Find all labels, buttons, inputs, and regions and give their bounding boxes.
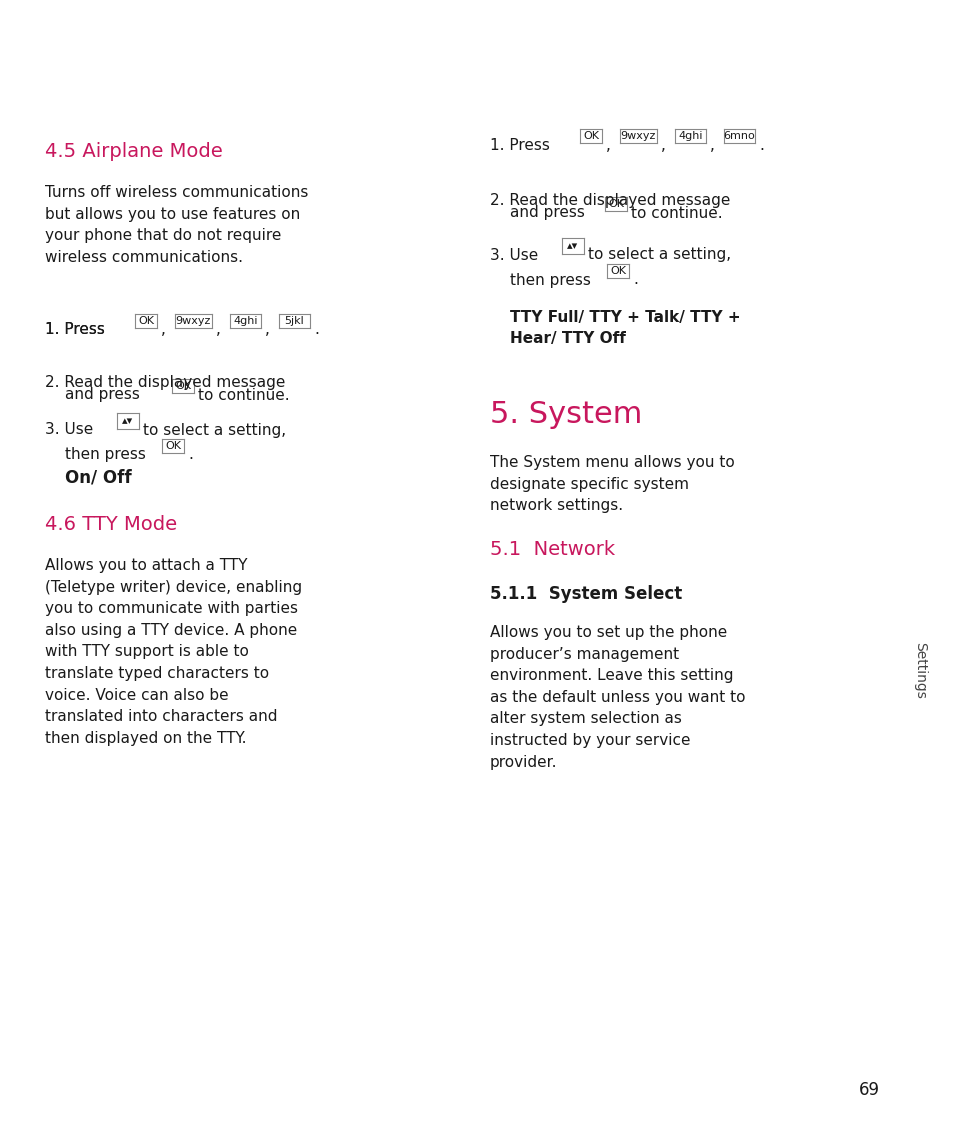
Text: The System menu allows you to
designate specific system
network settings.: The System menu allows you to designate … xyxy=(490,455,734,513)
Text: OK: OK xyxy=(174,381,191,390)
Text: 5.1  Network: 5.1 Network xyxy=(490,540,615,559)
Text: Allows you to set up the phone
producer’s management
environment. Leave this set: Allows you to set up the phone producer’… xyxy=(490,625,744,769)
Text: 1. Press: 1. Press xyxy=(490,137,549,152)
Text: ,: , xyxy=(709,137,714,152)
Text: and press: and press xyxy=(510,205,584,221)
Text: ▴▾: ▴▾ xyxy=(122,416,133,426)
Text: to continue.: to continue. xyxy=(198,387,290,403)
Text: ,: , xyxy=(161,323,166,338)
Text: On/ Off: On/ Off xyxy=(65,469,132,487)
Text: 5jkl: 5jkl xyxy=(284,316,304,326)
Text: 5. System: 5. System xyxy=(490,400,641,429)
Text: to select a setting,: to select a setting, xyxy=(587,247,730,262)
Text: 6mno: 6mno xyxy=(722,131,755,141)
Text: OK: OK xyxy=(582,131,598,141)
Text: .: . xyxy=(758,137,763,152)
Text: .: . xyxy=(633,273,638,287)
Text: to continue.: to continue. xyxy=(630,205,721,221)
Text: Allows you to attach a TTY
(Teletype writer) device, enabling
you to communicate: Allows you to attach a TTY (Teletype wri… xyxy=(45,558,302,745)
Text: 4.6 TTY Mode: 4.6 TTY Mode xyxy=(45,515,177,534)
Text: .: . xyxy=(188,448,193,463)
Text: Turns off wireless communications
but allows you to use features on
your phone t: Turns off wireless communications but al… xyxy=(45,185,308,264)
Text: 1. Press: 1. Press xyxy=(45,323,105,338)
Text: ▴▾: ▴▾ xyxy=(567,240,578,251)
Text: ,: , xyxy=(605,137,610,152)
Text: 4ghi: 4ghi xyxy=(233,316,257,326)
Text: OK: OK xyxy=(165,441,181,451)
Text: 9wxyz: 9wxyz xyxy=(620,131,656,141)
Text: 2. Read the displayed message: 2. Read the displayed message xyxy=(45,376,285,390)
Text: ,: , xyxy=(660,137,665,152)
Text: ,: , xyxy=(215,323,220,338)
Text: 2. Read the displayed message: 2. Read the displayed message xyxy=(490,194,730,208)
Text: to select a setting,: to select a setting, xyxy=(143,423,286,437)
Text: 69: 69 xyxy=(858,1081,879,1099)
Text: OK: OK xyxy=(607,199,623,210)
Text: then press: then press xyxy=(65,448,146,463)
Text: and press: and press xyxy=(65,387,140,403)
Text: then press: then press xyxy=(510,273,590,287)
Text: 5.1.1  System Select: 5.1.1 System Select xyxy=(490,585,681,603)
Text: 9wxyz: 9wxyz xyxy=(175,316,211,326)
Text: 3. Use: 3. Use xyxy=(45,423,93,437)
Text: TTY Full/ TTY + Talk/ TTY +
Hear/ TTY Off: TTY Full/ TTY + Talk/ TTY + Hear/ TTY Of… xyxy=(510,310,740,346)
Text: 4ghi: 4ghi xyxy=(678,131,701,141)
Text: OK: OK xyxy=(138,316,153,326)
Text: OK: OK xyxy=(609,266,625,276)
Text: 1. Press: 1. Press xyxy=(45,323,105,338)
Text: 4.5 Airplane Mode: 4.5 Airplane Mode xyxy=(45,142,222,161)
Text: 3. Use: 3. Use xyxy=(490,247,537,262)
Text: Settings: Settings xyxy=(912,641,926,698)
Text: .: . xyxy=(314,323,318,338)
Text: ,: , xyxy=(265,323,270,338)
